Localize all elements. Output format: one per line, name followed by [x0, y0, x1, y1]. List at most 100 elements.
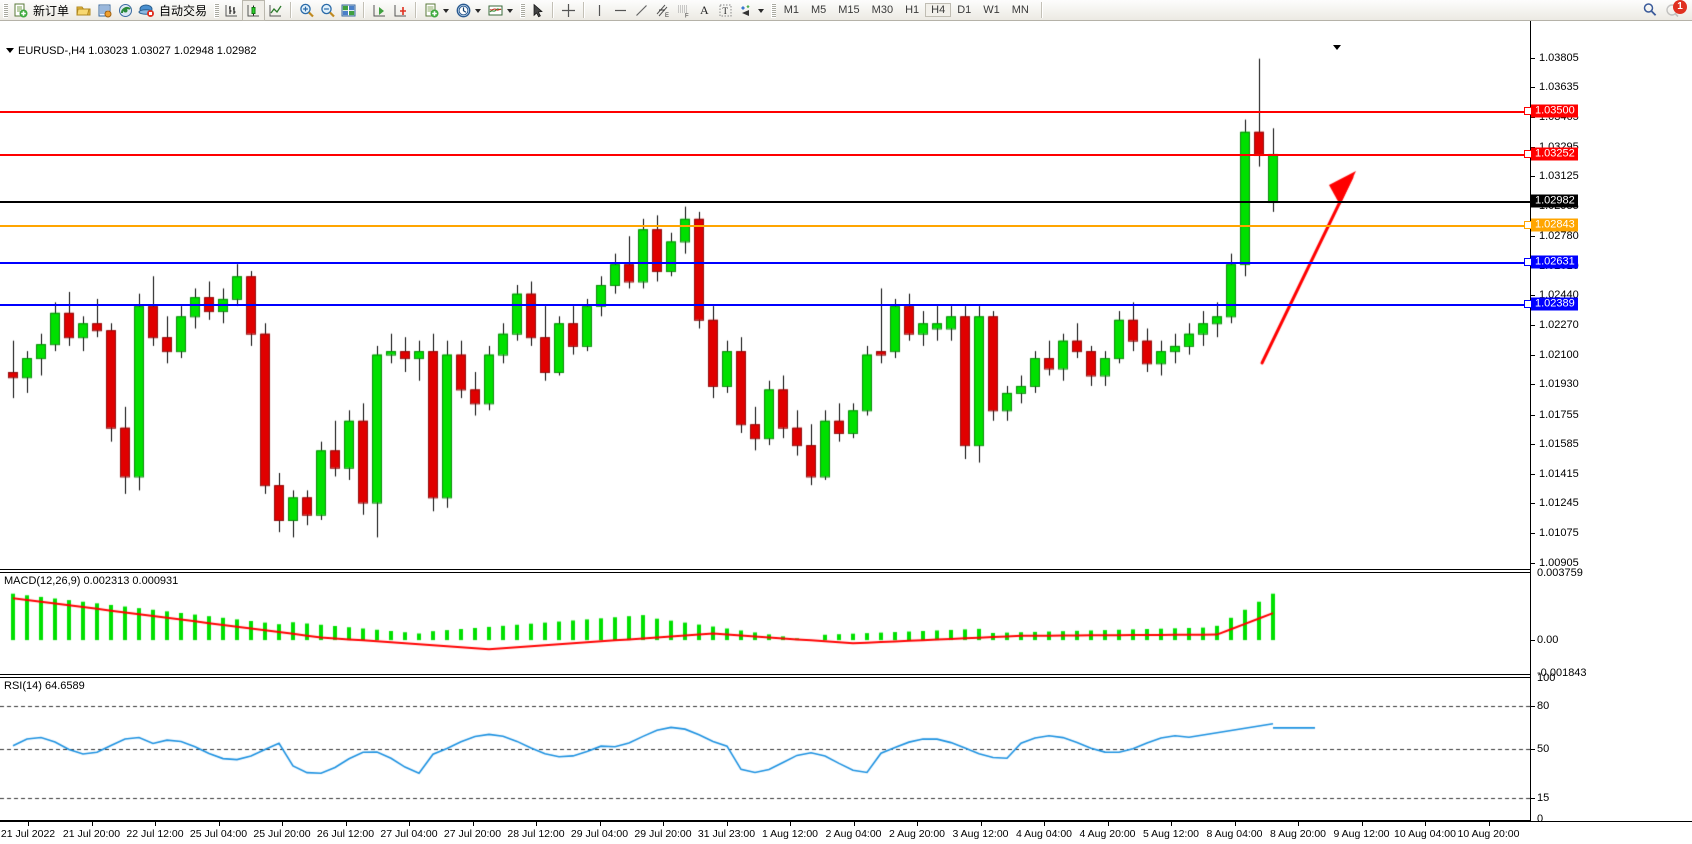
alerts-button[interactable]: 1	[1666, 0, 1687, 18]
new-order-button[interactable]: 新订单	[10, 1, 73, 20]
level-line-support-1[interactable]	[0, 262, 1530, 265]
period-dropdown-caret[interactable]	[475, 9, 482, 13]
cursor-button[interactable]	[527, 1, 548, 20]
zoom-out-button[interactable]	[317, 1, 338, 20]
price-tick-label: 1.00905	[1539, 556, 1579, 569]
autotrading-button[interactable]: 自动交易	[136, 1, 211, 20]
fibonacci-button[interactable]: F	[673, 1, 694, 20]
rsi-tick-mark	[1531, 706, 1535, 708]
bar-chart-icon	[225, 4, 238, 16]
price-tick-mark	[1531, 444, 1535, 446]
price-tick-mark	[1531, 533, 1535, 535]
price-tick-label: 1.01415	[1539, 467, 1579, 480]
search-icon[interactable]	[1641, 1, 1658, 18]
time-tick-label: 22 Jul 12:00	[126, 828, 184, 840]
time-tick-label: 10 Aug 04:00	[1394, 828, 1456, 840]
price-tick-label: 1.03635	[1539, 81, 1579, 94]
shapes-button[interactable]	[736, 1, 768, 20]
timeframe-d1[interactable]: D1	[957, 4, 972, 16]
period-button[interactable]	[453, 1, 485, 20]
time-tick-label: 28 Jul 12:00	[507, 828, 565, 840]
timeframe-h4[interactable]: H4	[925, 3, 952, 17]
price-tag-pivot[interactable]: 1.02843	[1531, 218, 1578, 232]
price-tick-mark	[1531, 236, 1535, 238]
bar-chart-button[interactable]	[221, 1, 242, 20]
price-tag-resistance-2[interactable]: 1.03252	[1531, 147, 1578, 161]
indicators-button[interactable]	[421, 1, 453, 20]
templates-button[interactable]	[485, 1, 517, 20]
zoom-in-button[interactable]	[296, 1, 317, 20]
candlestick-chart-button[interactable]	[242, 0, 266, 21]
navigator-button[interactable]	[115, 1, 136, 20]
timeframe-h1[interactable]: H1	[905, 4, 920, 16]
time-tick-mark	[1488, 822, 1490, 826]
crosshair-button[interactable]	[558, 1, 579, 20]
market-watch-button[interactable]	[94, 1, 115, 20]
price-tick-mark	[1531, 146, 1535, 148]
price-tick-mark	[1531, 295, 1535, 297]
time-tick-mark	[218, 822, 220, 826]
time-tick-mark	[853, 822, 855, 826]
price-scale[interactable]: 1.038051.036351.034651.032951.031251.029…	[1530, 21, 1692, 825]
level-line-pivot[interactable]	[0, 225, 1530, 228]
chart-collapse-arrow[interactable]	[6, 48, 14, 53]
level-line-resistance-1[interactable]	[0, 110, 1530, 113]
price-tag-support-2[interactable]: 1.02389	[1531, 297, 1578, 311]
templates-dropdown-caret[interactable]	[507, 9, 514, 13]
toolbar-grip[interactable]	[3, 2, 8, 18]
time-tick-label: 4 Aug 04:00	[1015, 828, 1073, 840]
time-tick-label: 10 Aug 20:00	[1457, 828, 1520, 840]
chart-window[interactable]: EURUSD-,H4 1.03023 1.03027 1.02948 1.029…	[0, 21, 1692, 844]
period-icon	[456, 3, 471, 17]
toolbar-separator-3	[415, 2, 418, 18]
text-label-button[interactable]: A	[694, 1, 715, 20]
zoom-in-icon	[300, 3, 314, 17]
toolbar-grip-2[interactable]	[214, 2, 220, 18]
line-chart-button[interactable]	[265, 1, 286, 20]
timeframe-m15[interactable]: M15	[838, 4, 860, 16]
text-button[interactable]: T	[715, 1, 736, 20]
time-tick-mark	[917, 822, 918, 826]
timeframe-m1[interactable]: M1	[783, 4, 799, 16]
rsi-tick-label: 0	[1537, 813, 1544, 825]
level-line-resistance-2[interactable]	[0, 154, 1530, 157]
price-tick-mark	[1531, 325, 1535, 327]
vertical-line-button[interactable]	[589, 1, 610, 20]
level-line-last-price[interactable]	[0, 201, 1530, 204]
timeframe-m5[interactable]: M5	[810, 4, 827, 16]
chart-shift-button[interactable]	[390, 1, 411, 20]
level-line-support-2[interactable]	[0, 304, 1530, 307]
autoscroll-button[interactable]	[369, 1, 390, 20]
price-tag-last-price[interactable]: 1.02982	[1531, 194, 1578, 208]
indicators-icon	[425, 3, 439, 17]
svg-text:E: E	[665, 13, 669, 19]
timeframe-m30[interactable]: M30	[871, 4, 894, 16]
price-tag-support-1[interactable]: 1.02631	[1531, 255, 1578, 269]
text-icon: T	[719, 4, 732, 16]
price-tag-resistance-1[interactable]: 1.03500	[1531, 104, 1578, 118]
timeframe-w1[interactable]: W1	[983, 4, 1000, 16]
toolbar-separator-1	[290, 2, 293, 18]
horizontal-line-button[interactable]	[610, 1, 631, 20]
toolbar-grip-3[interactable]	[520, 2, 526, 18]
indicators-dropdown-caret[interactable]	[443, 9, 450, 13]
time-tick-mark	[1171, 822, 1172, 826]
time-tick-label: 3 Aug 12:00	[952, 828, 1009, 840]
rsi-tick-mark	[1531, 797, 1535, 799]
toolbar-grip-4[interactable]	[770, 2, 776, 18]
text-label-icon: A	[700, 2, 709, 17]
rsi-indicator-header: RSI(14) 64.6589	[4, 680, 85, 692]
equidistant-channel-button[interactable]: E	[652, 1, 673, 20]
rsi-tick-mark	[1531, 748, 1535, 750]
profiles-button[interactable]	[73, 1, 94, 20]
chart-plot-canvas[interactable]	[0, 21, 1530, 821]
shapes-dropdown-caret[interactable]	[757, 9, 764, 13]
timeframe-mn[interactable]: MN	[1011, 4, 1029, 16]
rsi-tick-label: 15	[1537, 791, 1550, 804]
data-window-button[interactable]	[338, 1, 359, 20]
time-tick-mark	[282, 822, 283, 826]
price-tick-label: 1.01245	[1539, 497, 1579, 510]
macd-indicator-header: MACD(12,26,9) 0.002313 0.000931	[4, 575, 179, 587]
trendline-button[interactable]	[631, 1, 652, 20]
rsi-tick-label: 100	[1537, 672, 1556, 684]
